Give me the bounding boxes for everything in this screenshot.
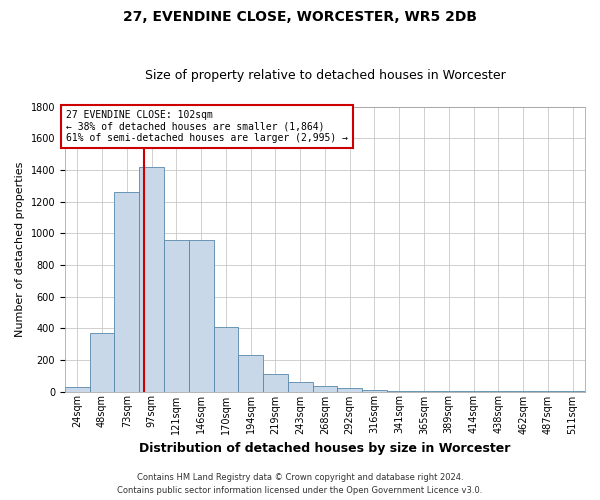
- Bar: [238, 355, 263, 392]
- Bar: [115, 192, 139, 392]
- Bar: [263, 374, 288, 392]
- Bar: [65, 387, 89, 392]
- Bar: [89, 333, 115, 392]
- Bar: [362, 390, 387, 392]
- Bar: [337, 388, 362, 392]
- X-axis label: Distribution of detached houses by size in Worcester: Distribution of detached houses by size …: [139, 442, 511, 455]
- Bar: [164, 240, 189, 392]
- Bar: [139, 167, 164, 392]
- Title: Size of property relative to detached houses in Worcester: Size of property relative to detached ho…: [145, 69, 505, 82]
- Text: Contains HM Land Registry data © Crown copyright and database right 2024.
Contai: Contains HM Land Registry data © Crown c…: [118, 474, 482, 495]
- Bar: [214, 326, 238, 392]
- Bar: [189, 240, 214, 392]
- Text: 27 EVENDINE CLOSE: 102sqm
← 38% of detached houses are smaller (1,864)
61% of se: 27 EVENDINE CLOSE: 102sqm ← 38% of detac…: [66, 110, 348, 143]
- Text: 27, EVENDINE CLOSE, WORCESTER, WR5 2DB: 27, EVENDINE CLOSE, WORCESTER, WR5 2DB: [123, 10, 477, 24]
- Bar: [412, 390, 436, 392]
- Bar: [387, 390, 412, 392]
- Bar: [288, 382, 313, 392]
- Bar: [313, 386, 337, 392]
- Y-axis label: Number of detached properties: Number of detached properties: [15, 162, 25, 337]
